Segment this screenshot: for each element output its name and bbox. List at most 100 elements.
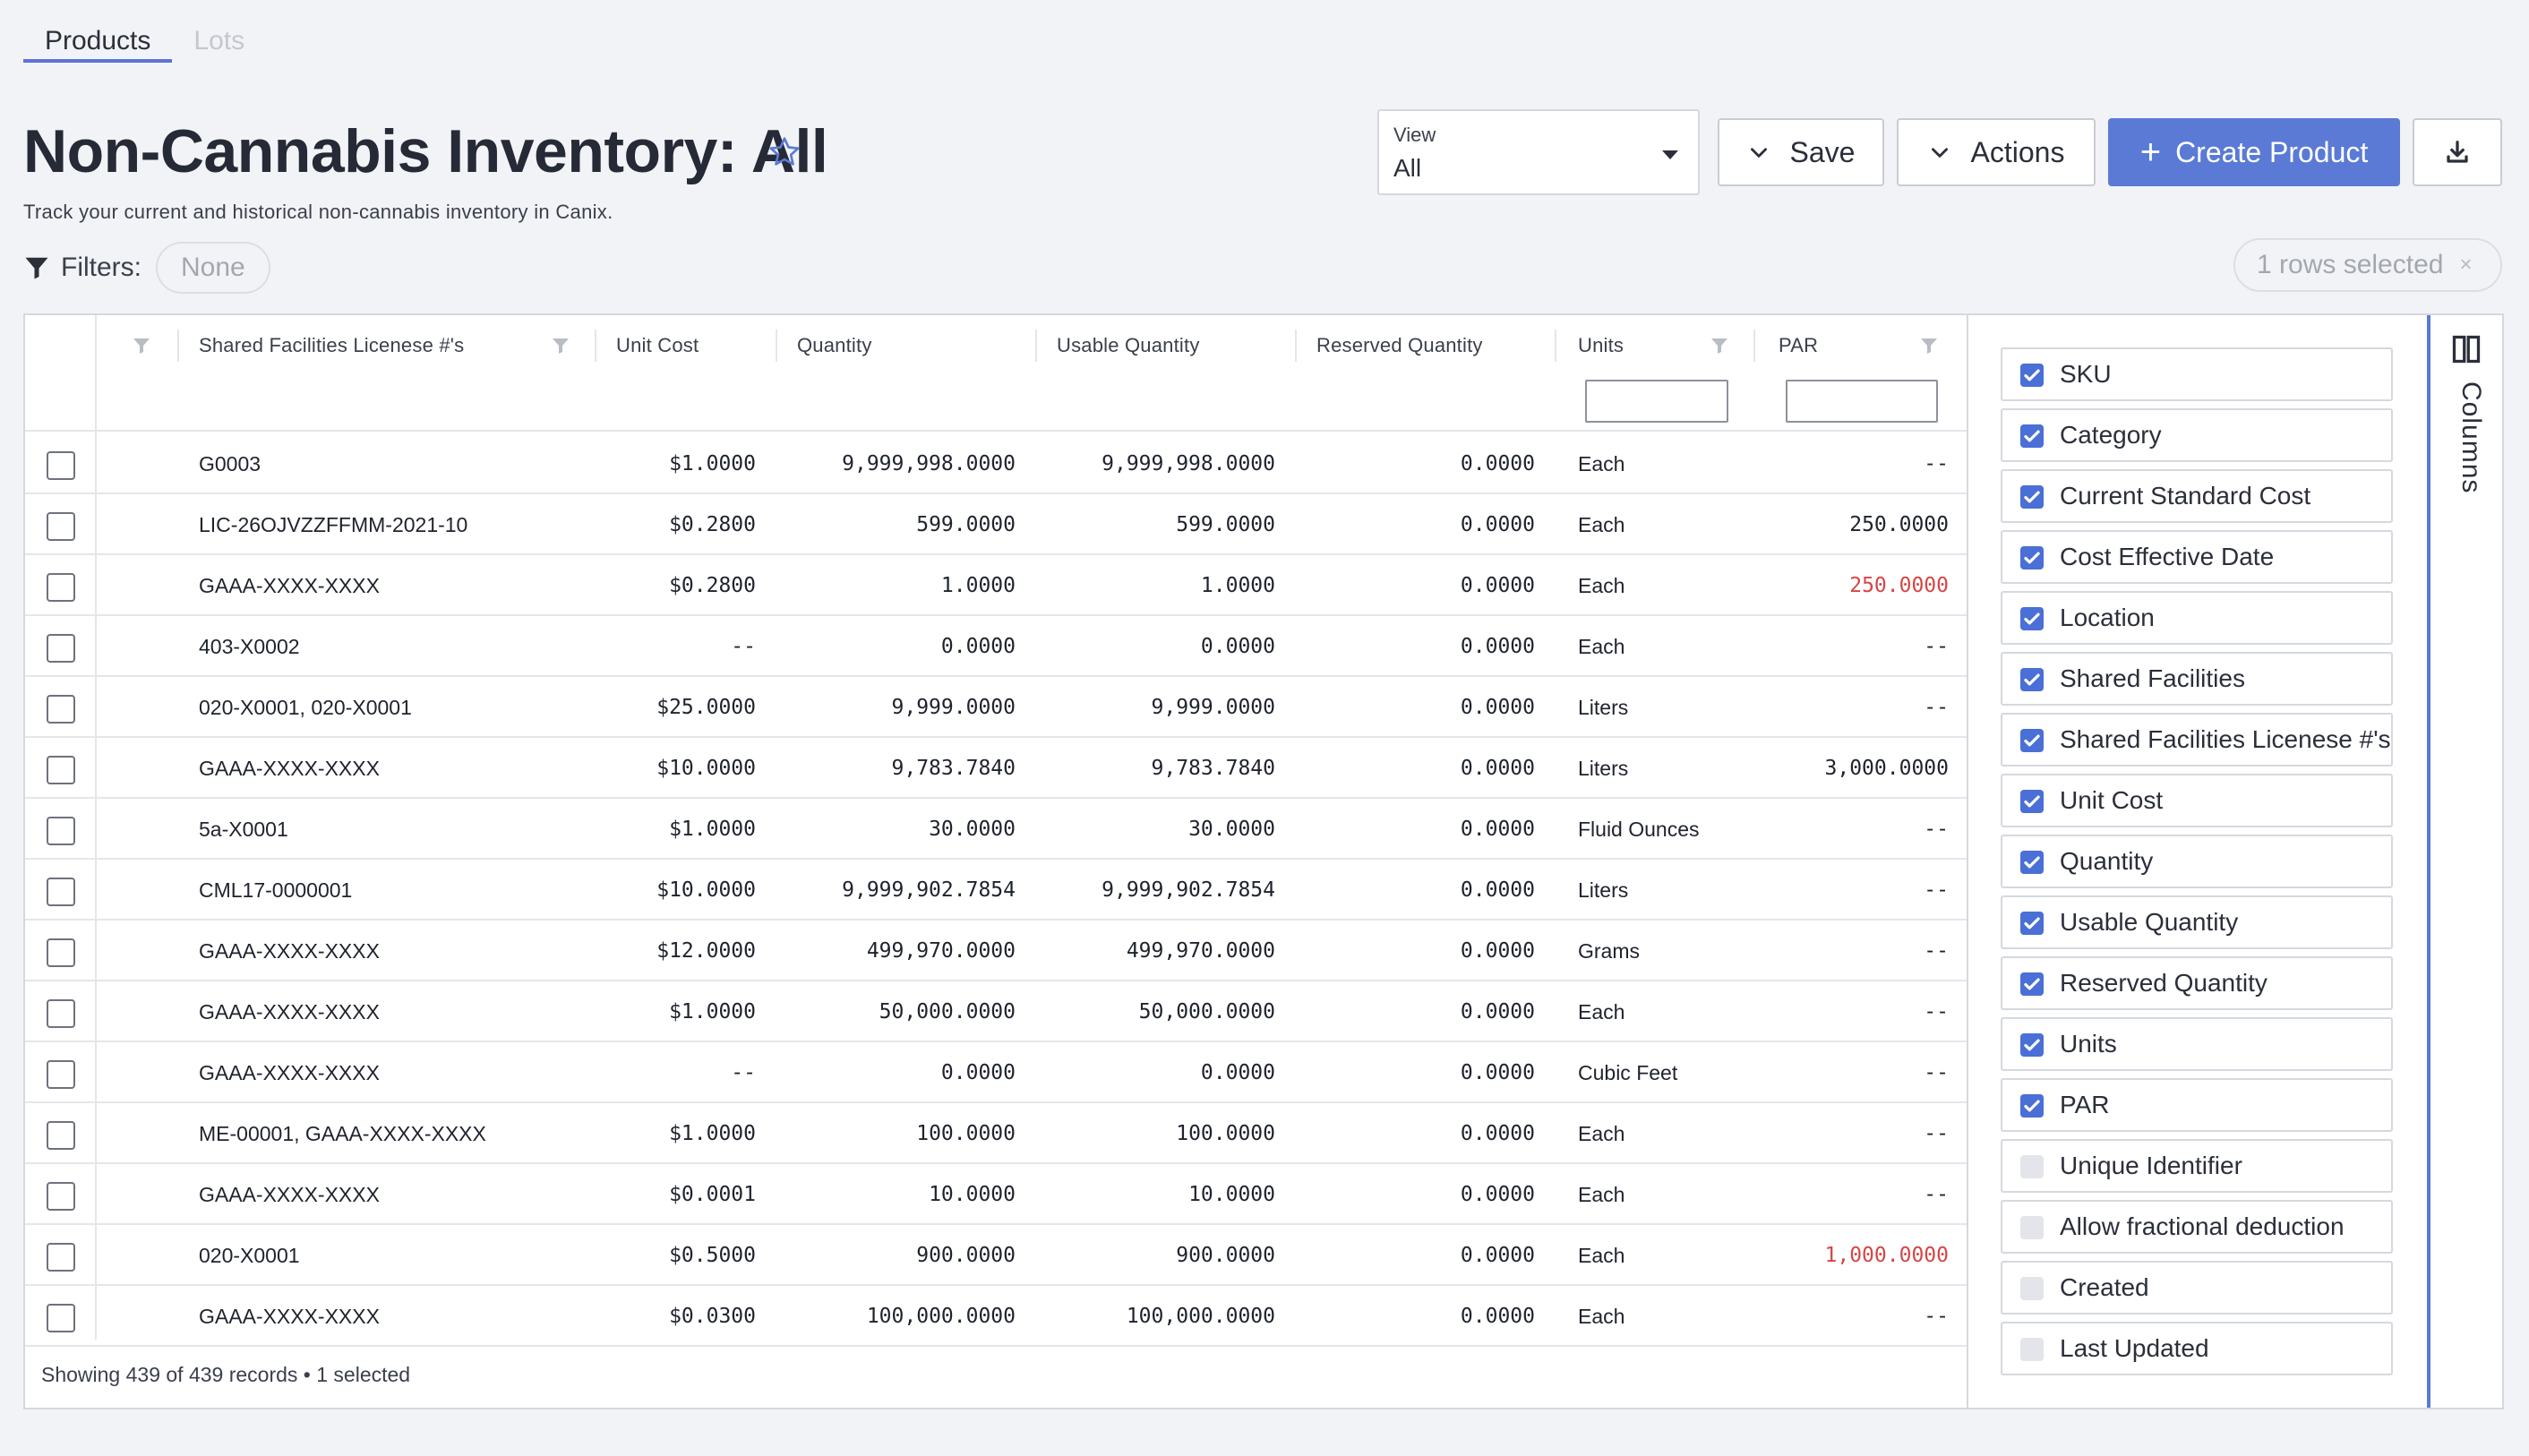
funnel-icon[interactable] [131, 335, 152, 356]
close-icon[interactable]: × [2459, 253, 2473, 277]
column-toggle[interactable]: Last Updated [2001, 1322, 2393, 1375]
table-row[interactable]: 403-X0002 -- 0.0000 0.0000 0.0000 Each -- [25, 616, 1967, 677]
checkbox-unchecked-icon[interactable] [2020, 1277, 2044, 1300]
column-toggle[interactable]: Shared Facilities [2001, 652, 2393, 706]
save-button[interactable]: Save [1718, 118, 1884, 186]
column-toggle[interactable]: PAR [2001, 1078, 2393, 1132]
column-header-units[interactable]: Units [1578, 334, 1625, 356]
unit-cost-cell: $0.2800 [669, 574, 756, 597]
star-icon[interactable] [767, 134, 802, 170]
checkbox-checked-icon[interactable] [2020, 1094, 2044, 1118]
units-filter-input[interactable] [1585, 380, 1728, 423]
checkbox-checked-icon[interactable] [2020, 364, 2044, 387]
column-toggle[interactable]: Reserved Quantity [2001, 956, 2393, 1010]
par-filter-input[interactable] [1786, 380, 1938, 423]
table-row[interactable]: 5a-X0001 $1.0000 30.0000 30.0000 0.0000 Fluid… [25, 799, 1967, 860]
columns-side-tab[interactable]: Columns [2427, 315, 2502, 1408]
download-button[interactable] [2413, 118, 2502, 186]
checkbox-checked-icon[interactable] [2020, 729, 2044, 752]
column-header-licenses[interactable]: Shared Facilities Licenese #'s [199, 334, 465, 356]
row-checkbox[interactable] [47, 573, 75, 602]
checkbox-checked-icon[interactable] [2020, 424, 2044, 448]
column-toggle[interactable]: Unit Cost [2001, 774, 2393, 827]
checkbox-checked-icon[interactable] [2020, 546, 2044, 570]
column-header-usable-quantity[interactable]: Usable Quantity [1057, 334, 1200, 356]
table-row[interactable]: GAAA-XXXX-XXXX $10.0000 9,783.7840 9,783.78… [25, 738, 1967, 799]
column-toggle[interactable]: Current Standard Cost [2001, 469, 2393, 523]
column-chooser: SKU Category Current Standard Cost Cost Eff… [1967, 315, 2427, 1408]
table-row[interactable]: GAAA-XXXX-XXXX $0.0300 100,000.0000 100,000… [25, 1286, 1967, 1347]
table-row[interactable]: ME-00001, GAAA-XXXX-XXXX $1.0000 100.0000 1… [25, 1103, 1967, 1164]
tab-products[interactable]: Products [23, 18, 173, 63]
actions-button[interactable]: Actions [1897, 118, 2096, 186]
row-checkbox[interactable] [47, 817, 75, 845]
column-toggle[interactable]: Category [2001, 408, 2393, 462]
column-toggle[interactable]: Usable Quantity [2001, 895, 2393, 949]
tab-lots[interactable]: Lots [193, 26, 245, 56]
checkbox-checked-icon[interactable] [2020, 607, 2044, 630]
par-cell: -- [1924, 635, 1949, 658]
usable-quantity-cell: 100,000.0000 [1126, 1305, 1275, 1328]
row-checkbox[interactable] [47, 756, 75, 784]
checkbox-checked-icon[interactable] [2020, 912, 2044, 935]
view-select[interactable]: View All [1377, 109, 1700, 195]
unit-cost-cell: $1.0000 [669, 818, 756, 841]
row-checkbox[interactable] [47, 938, 75, 967]
funnel-icon[interactable] [550, 335, 571, 356]
column-toggle[interactable]: Units [2001, 1017, 2393, 1071]
reserved-quantity-cell: 0.0000 [1460, 574, 1535, 597]
checkbox-checked-icon[interactable] [2020, 851, 2044, 874]
table-row[interactable]: 020-X0001, 020-X0001 $25.0000 9,999.0000 9,… [25, 677, 1967, 738]
checkbox-checked-icon[interactable] [2020, 1033, 2044, 1057]
table-row[interactable]: G0003 $1.0000 9,999,998.0000 9,999,998.0000… [25, 433, 1967, 494]
column-toggle[interactable]: Allow fractional deduction [2001, 1200, 2393, 1254]
column-header-reserved-quantity[interactable]: Reserved Quantity [1316, 334, 1483, 356]
column-toggle[interactable]: Cost Effective Date [2001, 530, 2393, 584]
table-row[interactable]: GAAA-XXXX-XXXX $0.0001 10.0000 10.0000 0.000… [25, 1164, 1967, 1225]
row-checkbox[interactable] [47, 1121, 75, 1150]
usable-quantity-cell: 9,999,902.7854 [1102, 878, 1275, 902]
unit-cost-cell: -- [731, 635, 756, 658]
row-checkbox[interactable] [47, 451, 75, 480]
checkbox-unchecked-icon[interactable] [2020, 1155, 2044, 1178]
table-row[interactable]: LIC-26OJVZZFFMM-2021-10 $0.2800 599.0000 59… [25, 494, 1967, 555]
chevron-down-icon [1931, 148, 1948, 158]
column-toggle[interactable]: Created [2001, 1261, 2393, 1315]
create-product-button[interactable]: + Create Product [2108, 118, 2400, 186]
column-toggle[interactable]: Unique Identifier [2001, 1139, 2393, 1193]
row-checkbox[interactable] [47, 999, 75, 1028]
units-cell: Each [1578, 452, 1625, 475]
checkbox-checked-icon[interactable] [2020, 790, 2044, 813]
checkbox-checked-icon[interactable] [2020, 485, 2044, 509]
row-checkbox[interactable] [47, 512, 75, 541]
table-row[interactable]: GAAA-XXXX-XXXX $1.0000 50,000.0000 50,000.0… [25, 981, 1967, 1042]
row-checkbox[interactable] [47, 1243, 75, 1272]
table-row[interactable]: GAAA-XXXX-XXXX $12.0000 499,970.0000 499,97… [25, 921, 1967, 981]
column-toggle[interactable]: SKU [2001, 347, 2393, 401]
checkbox-unchecked-icon[interactable] [2020, 1338, 2044, 1361]
column-header-quantity[interactable]: Quantity [797, 334, 872, 356]
checkbox-checked-icon[interactable] [2020, 972, 2044, 996]
row-checkbox[interactable] [47, 878, 75, 906]
column-toggle[interactable]: Quantity [2001, 835, 2393, 888]
funnel-icon[interactable] [1709, 335, 1730, 356]
checkbox-unchecked-icon[interactable] [2020, 1216, 2044, 1239]
unit-cost-cell: $0.2800 [669, 513, 756, 536]
column-header-unit-cost[interactable]: Unit Cost [616, 334, 699, 356]
row-checkbox[interactable] [47, 695, 75, 724]
row-checkbox[interactable] [47, 1060, 75, 1089]
column-toggle[interactable]: Shared Facilities Licenese #'s [2001, 713, 2393, 767]
table-row[interactable]: CML17-0000001 $10.0000 9,999,902.7854 9,999… [25, 860, 1967, 921]
column-toggle[interactable]: Location [2001, 591, 2393, 645]
table-row[interactable]: GAAA-XXXX-XXXX -- 0.0000 0.0000 0.0000 Cubic … [25, 1042, 1967, 1103]
funnel-icon[interactable] [1918, 335, 1940, 356]
row-checkbox[interactable] [47, 1182, 75, 1211]
table-row[interactable]: 020-X0001 $0.5000 900.0000 900.0000 0.0000 Ea… [25, 1225, 1967, 1286]
row-checkbox[interactable] [47, 634, 75, 663]
table-row[interactable]: GAAA-XXXX-XXXX $0.2800 1.0000 1.0000 0.0000 E… [25, 555, 1967, 616]
filters-chip[interactable]: None [156, 242, 270, 294]
column-header-par[interactable]: PAR [1779, 334, 1819, 356]
row-checkbox[interactable] [47, 1304, 75, 1332]
checkbox-checked-icon[interactable] [2020, 668, 2044, 691]
par-cell: -- [1924, 696, 1949, 719]
